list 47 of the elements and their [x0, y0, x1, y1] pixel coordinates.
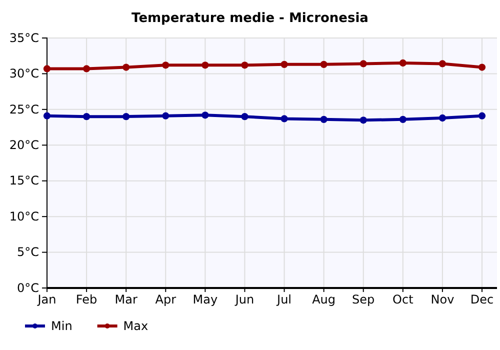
x-tick-label: Jun: [234, 292, 254, 307]
x-tick-label: Dec: [470, 292, 494, 307]
x-tick-label: Nov: [430, 292, 454, 307]
point: [202, 112, 209, 119]
x-tick-label: May: [192, 292, 218, 307]
point: [478, 112, 486, 120]
point: [438, 60, 446, 68]
x-tick-label: Aug: [312, 292, 336, 307]
x-tick-label: Mar: [114, 292, 138, 307]
y-tick-label: 25°C: [9, 102, 39, 116]
y-tick-label: 5°C: [16, 245, 39, 260]
x-tick-label: Apr: [155, 292, 176, 307]
y-tick-label: 15°C: [9, 174, 39, 188]
point: [43, 65, 51, 72]
y-tick-label: 35°C: [9, 30, 39, 45]
point: [122, 113, 130, 120]
point: [162, 112, 170, 120]
point: [82, 113, 90, 120]
y-tick-label: 10°C: [9, 209, 39, 224]
legend-label: Min: [51, 319, 72, 333]
point: [241, 113, 248, 120]
point: [360, 116, 367, 124]
x-tick-label: Sep: [352, 292, 375, 307]
point: [320, 116, 328, 123]
point: [478, 64, 486, 71]
point: [399, 59, 406, 67]
point: [241, 62, 248, 69]
x-tick-label: Jul: [276, 292, 292, 307]
x-tick-label: Jan: [36, 292, 56, 307]
legend-label: Max: [123, 319, 148, 333]
x-tick-label: Oct: [392, 292, 414, 307]
point: [360, 60, 367, 68]
point: [122, 64, 130, 71]
point: [82, 65, 90, 72]
point: [280, 60, 288, 68]
point: [438, 114, 446, 122]
x-tick-label: Feb: [76, 292, 98, 307]
point: [399, 116, 406, 123]
point: [280, 115, 288, 122]
y-tick-label: 30°C: [9, 66, 39, 81]
point: [43, 112, 51, 120]
chart-title: Temperature medie - Micronesia: [132, 11, 368, 26]
point: [162, 62, 170, 69]
y-tick-label: 0°C: [16, 280, 39, 295]
point: [202, 62, 209, 69]
y-tick-label: 20°C: [9, 138, 39, 152]
point: [320, 60, 328, 68]
